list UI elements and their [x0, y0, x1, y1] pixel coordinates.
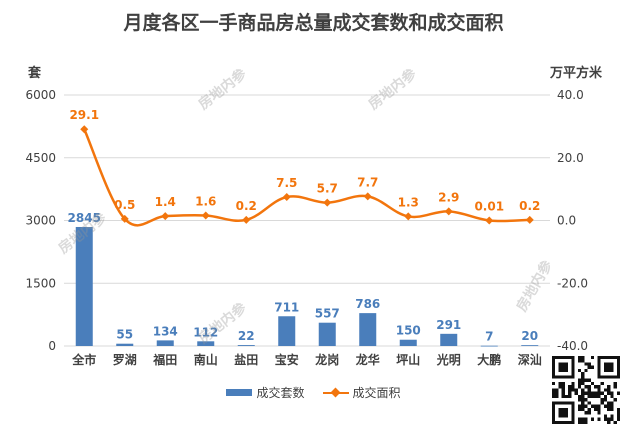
y2-tick-label: 40.0: [557, 88, 584, 102]
x-tick-label: 龙华: [356, 352, 380, 367]
bar-data-label: 7: [485, 330, 493, 344]
legend-line-swatch: [322, 388, 349, 398]
bar: [197, 341, 215, 346]
bar-data-label: 291: [436, 318, 461, 332]
line-point: [525, 215, 534, 224]
bar-data-label: 150: [396, 324, 421, 338]
x-tick-label: 罗湖: [113, 352, 137, 367]
x-tick-label: 全市: [71, 352, 96, 367]
y2-tick-label: 0.0: [557, 214, 576, 228]
x-tick-label: 深汕: [518, 352, 542, 367]
area-series-line: [83, 128, 530, 227]
y2-tick-label: -40.0: [557, 339, 588, 353]
bar-data-label: 20: [521, 329, 538, 343]
legend: 成交套数 成交面积: [0, 384, 627, 401]
bar-data-label: 557: [315, 307, 340, 321]
bar: [359, 313, 377, 346]
line-data-label: 1.6: [195, 194, 216, 208]
bar-data-label: 22: [238, 329, 255, 343]
line-point: [282, 192, 291, 201]
x-tick-label: 光明: [436, 352, 461, 367]
line-data-label: 7.5: [276, 176, 297, 190]
qr-code-icon: [552, 356, 620, 424]
bar: [278, 316, 296, 346]
line-data-label: 0.2: [236, 199, 257, 213]
right-axis-unit: 万平方米: [550, 66, 603, 81]
bar: [318, 322, 336, 346]
line-data-label: 2.9: [438, 190, 459, 204]
legend-label-bar: 成交套数: [256, 386, 305, 400]
bar: [75, 226, 93, 346]
line-data-label: 0.5: [114, 198, 135, 212]
bar: [116, 343, 134, 346]
bar-data-label: 711: [274, 300, 299, 314]
x-tick-label: 南山: [194, 352, 218, 367]
legend-bar-swatch: [226, 389, 253, 396]
x-tick-label: 大鹏: [477, 352, 501, 367]
line-point: [161, 212, 170, 221]
legend-label-line: 成交面积: [352, 386, 401, 400]
bar: [480, 345, 498, 347]
y-tick-label: 3000: [25, 214, 56, 228]
legend-item-line: 成交面积: [322, 384, 401, 401]
line-point: [323, 198, 332, 207]
line-data-label: 1.4: [155, 195, 176, 209]
x-tick-label: 坪山: [396, 352, 420, 367]
bar-data-label: 55: [116, 328, 133, 342]
line-data-label: 7.7: [357, 175, 378, 189]
line-point: [120, 214, 129, 223]
bar: [156, 340, 174, 346]
line-point: [485, 216, 494, 225]
x-tick-label: 福田: [152, 352, 177, 367]
line-data-label: 1.3: [398, 195, 419, 209]
line-point: [363, 192, 372, 201]
line-point: [404, 212, 413, 221]
y-tick-label: 1500: [25, 276, 56, 290]
bar-data-label: 134: [153, 324, 178, 338]
left-axis-unit: 套: [28, 66, 42, 81]
x-tick-label: 宝安: [275, 352, 299, 367]
y-tick-label: 4500: [25, 151, 56, 165]
line-data-label: 5.7: [317, 182, 338, 196]
y-tick-label: 0: [48, 339, 56, 353]
line-data-label: 0.2: [519, 199, 540, 213]
line-point: [201, 211, 210, 220]
line-data-label: 0.01: [474, 199, 504, 213]
bar: [237, 345, 255, 346]
y-tick-label: 6000: [25, 88, 56, 102]
legend-item-bar: 成交套数: [226, 384, 305, 401]
x-tick-label: 盐田: [234, 352, 258, 367]
chart-title: 月度各区一手商品房总量成交套数和成交面积: [123, 12, 504, 34]
bar-data-label: 112: [193, 325, 218, 339]
line-point: [242, 215, 251, 224]
bar-data-label: 786: [355, 297, 380, 311]
line-point: [80, 125, 89, 134]
bar: [440, 333, 458, 346]
bar: [521, 345, 539, 346]
bar: [399, 339, 417, 346]
line-point: [444, 207, 453, 216]
y2-tick-label: -20.0: [557, 276, 588, 290]
x-tick-label: 龙岗: [315, 352, 339, 367]
line-data-label: 29.1: [69, 108, 99, 122]
y2-tick-label: 20.0: [557, 151, 584, 165]
bar-data-label: 2845: [68, 211, 101, 225]
